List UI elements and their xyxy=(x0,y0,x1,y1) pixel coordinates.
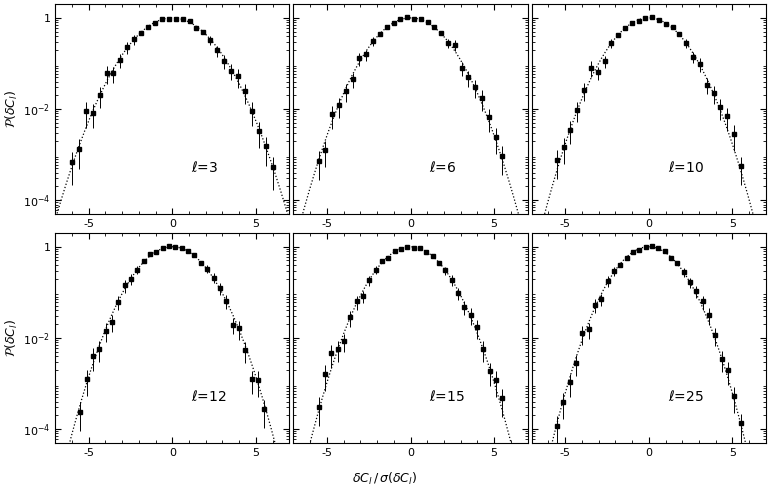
Text: $\it{\ell}$=3: $\it{\ell}$=3 xyxy=(191,160,218,175)
Text: $\it{\ell}$=6: $\it{\ell}$=6 xyxy=(429,160,457,175)
Text: $\it{\ell}$=12: $\it{\ell}$=12 xyxy=(191,389,227,404)
Y-axis label: $\mathcal{P}(\delta C_l)$: $\mathcal{P}(\delta C_l)$ xyxy=(4,319,20,357)
Text: $\it{\ell}$=10: $\it{\ell}$=10 xyxy=(668,160,704,175)
Text: $\it{\ell}$=25: $\it{\ell}$=25 xyxy=(668,389,704,404)
Text: $\delta C_l\,/\,\sigma(\delta C_l)$: $\delta C_l\,/\,\sigma(\delta C_l)$ xyxy=(353,471,417,487)
Text: $\it{\ell}$=15: $\it{\ell}$=15 xyxy=(429,389,465,404)
Y-axis label: $\mathcal{P}(\delta C_l)$: $\mathcal{P}(\delta C_l)$ xyxy=(4,90,20,128)
